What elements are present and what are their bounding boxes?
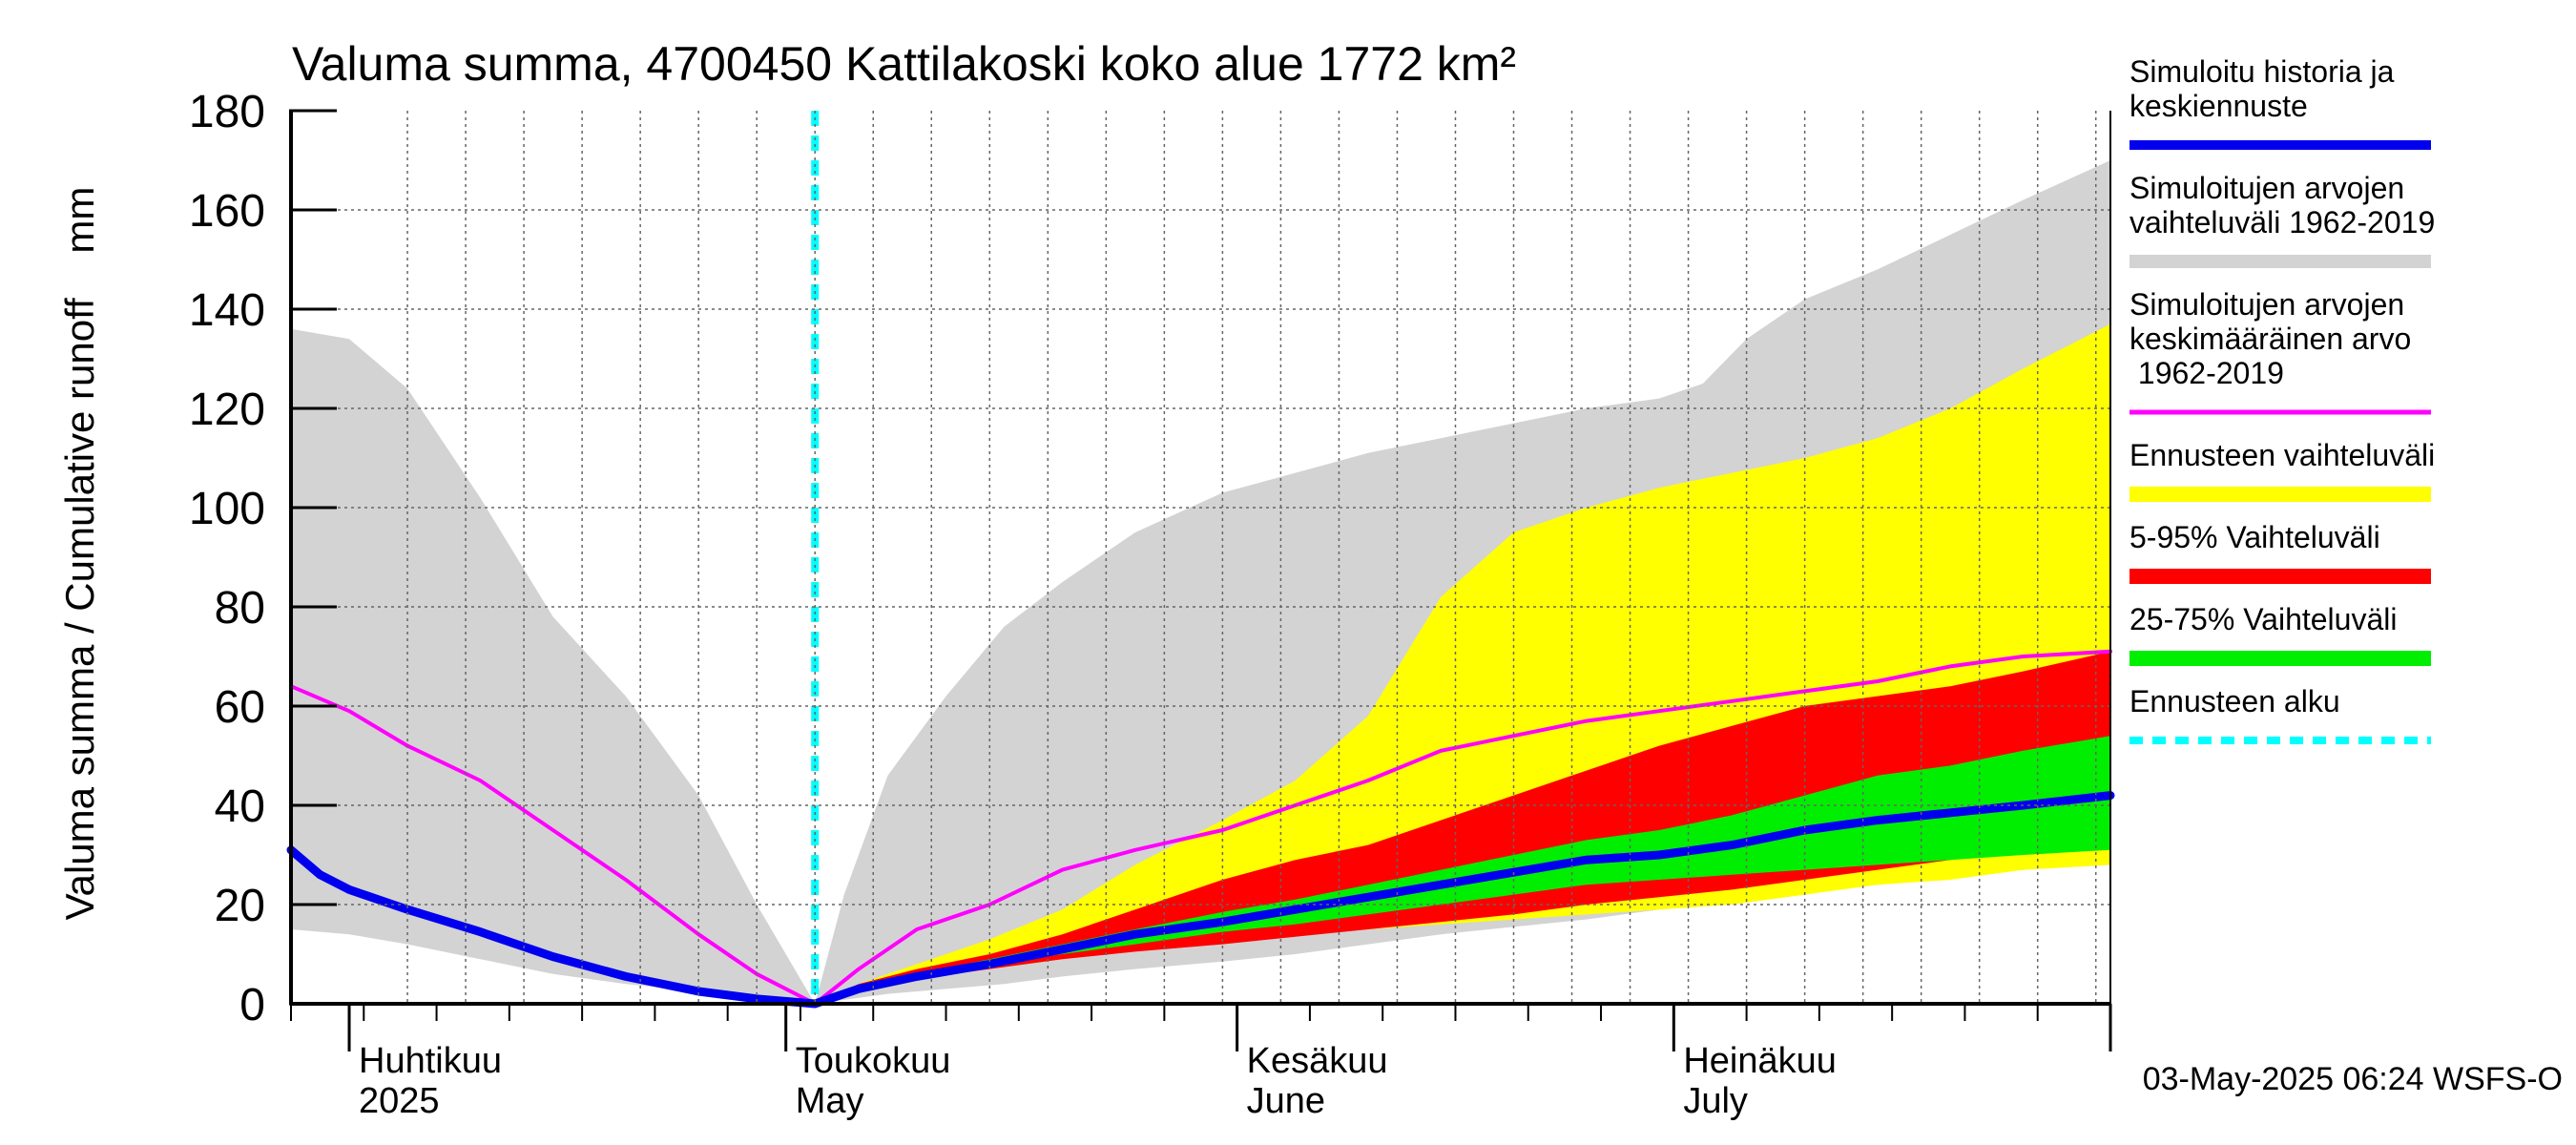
month-sublabel-2025: 2025 bbox=[359, 1081, 440, 1121]
y-tick-label-20: 20 bbox=[215, 881, 265, 931]
legend-label-line: 25-75% Vaihteluväli bbox=[2129, 602, 2397, 636]
legend-label: Ennusteen vaihteluväli bbox=[2129, 438, 2435, 472]
y-tick-label-160: 160 bbox=[189, 186, 265, 237]
footer-timestamp: 03-May-2025 06:24 WSFS-O bbox=[2143, 1061, 2563, 1097]
band-5-95-vaihteluv-li bbox=[815, 651, 2110, 1004]
y-tick-label-60: 60 bbox=[215, 682, 265, 733]
y-tick-label-180: 180 bbox=[189, 87, 265, 137]
legend-label-line: keskimääräinen arvo bbox=[2129, 322, 2411, 356]
legend-label-line: Simuloitu historia ja bbox=[2129, 54, 2395, 89]
month-label-hein-kuu: Heinäkuu bbox=[1683, 1041, 1837, 1081]
chart-title: Valuma summa, 4700450 Kattilakoski koko … bbox=[292, 37, 1516, 91]
y-axis-label: Valuma summa / Cumulative runoff mm bbox=[57, 187, 102, 921]
month-sublabel-june: June bbox=[1247, 1081, 1325, 1121]
legend-label-line: Simuloitujen arvojen bbox=[2129, 287, 2404, 322]
month-label-kes-kuu: Kesäkuu bbox=[1247, 1041, 1388, 1081]
legend-label-line: Simuloitujen arvojen bbox=[2129, 171, 2404, 205]
legend-label-line: 1962-2019 bbox=[2129, 356, 2284, 390]
month-sublabel-may: May bbox=[796, 1081, 864, 1121]
legend-item-25-75-vaihteluv-li: 25-75% Vaihteluväli bbox=[2129, 602, 2431, 666]
legend-item-simuloitujen-arvojen-vaihteluv-li-1962-2019: Simuloitujen arvojen vaihteluväli 1962-20… bbox=[2129, 171, 2435, 268]
legend-item-simuloitujen-arvojen-keskim-r-inen-arvo-1962-2019: Simuloitujen arvojen keskimääräinen arvo … bbox=[2129, 287, 2431, 415]
legend-label-line: 5-95% Vaihteluväli bbox=[2129, 520, 2380, 554]
legend-label-line: vaihteluväli 1962-2019 bbox=[2129, 205, 2435, 239]
legend-item-ennusteen-alku: Ennusteen alku bbox=[2129, 684, 2431, 744]
line-simuloitujen-arvojen-keskim-r-inen-arvo-1962-2019 bbox=[289, 649, 2112, 1006]
legend-label: Ennusteen alku bbox=[2129, 684, 2340, 718]
grid bbox=[291, 111, 2110, 1004]
legend-item-simuloitu-historia-ja-keskiennuste: Simuloitu historia ja keskiennuste bbox=[2129, 54, 2431, 150]
legend-label: Simuloitu historia ja keskiennuste bbox=[2129, 54, 2395, 123]
y-tick-label-80: 80 bbox=[215, 583, 265, 634]
y-tick-label-120: 120 bbox=[189, 385, 265, 435]
legend: Simuloitu historia ja keskiennusteSimuloi… bbox=[2129, 54, 2435, 744]
legend-label: 5-95% Vaihteluväli bbox=[2129, 520, 2380, 554]
legend-label: Simuloitujen arvojen vaihteluväli 1962-20… bbox=[2129, 171, 2435, 239]
month-label-huhtikuu: Huhtikuu bbox=[359, 1041, 502, 1081]
legend-label-line: Ennusteen vaihteluväli bbox=[2129, 438, 2435, 472]
legend-label-line: Ennusteen alku bbox=[2129, 684, 2340, 718]
legend-item-5-95-vaihteluv-li: 5-95% Vaihteluväli bbox=[2129, 520, 2431, 584]
legend-label: 25-75% Vaihteluväli bbox=[2129, 602, 2397, 636]
y-tick-label-40: 40 bbox=[215, 781, 265, 832]
legend-label-line: keskiennuste bbox=[2129, 89, 2308, 123]
plot-area bbox=[286, 111, 2115, 1009]
y-tick-label-140: 140 bbox=[189, 285, 265, 336]
y-tick-label-100: 100 bbox=[189, 484, 265, 534]
legend-item-ennusteen-vaihteluv-li: Ennusteen vaihteluväli bbox=[2129, 438, 2435, 502]
line-simuloitu-historia-ja-keskiennuste bbox=[286, 791, 2115, 1009]
month-label-toukokuu: Toukokuu bbox=[796, 1041, 951, 1081]
y-tick-label-0: 0 bbox=[239, 980, 265, 1030]
month-sublabel-july: July bbox=[1683, 1081, 1748, 1121]
legend-label: Simuloitujen arvojen keskimääräinen arvo … bbox=[2129, 287, 2411, 390]
